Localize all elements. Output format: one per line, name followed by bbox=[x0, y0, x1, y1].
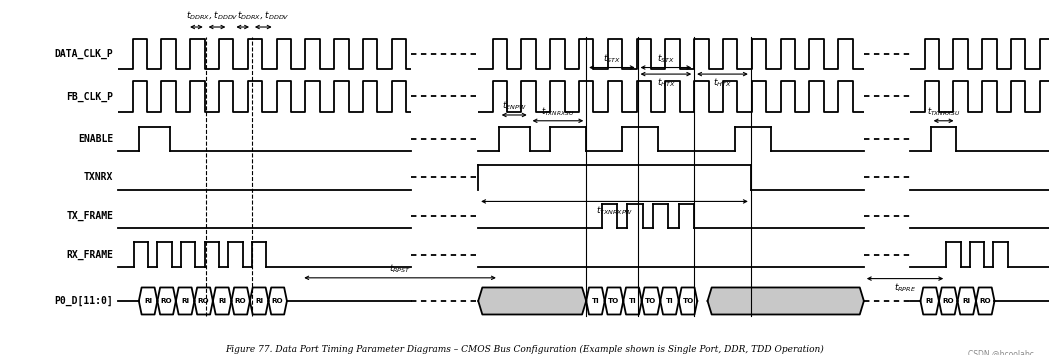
Text: $t_{TXNRXSU}$: $t_{TXNRXSU}$ bbox=[927, 105, 960, 118]
Text: RO: RO bbox=[235, 298, 247, 304]
Text: $t_{ENPW}$: $t_{ENPW}$ bbox=[502, 100, 527, 112]
Text: RI: RI bbox=[963, 298, 970, 304]
Text: RO: RO bbox=[942, 298, 954, 304]
Text: RO: RO bbox=[160, 298, 172, 304]
Text: RO: RO bbox=[272, 298, 283, 304]
Text: RX_FRAME: RX_FRAME bbox=[66, 250, 113, 260]
Text: TI: TI bbox=[628, 298, 637, 304]
Text: $t_{TXNRXSU}$: $t_{TXNRXSU}$ bbox=[541, 105, 575, 118]
Text: TI: TI bbox=[666, 298, 673, 304]
Text: $t_{HTX}$: $t_{HTX}$ bbox=[657, 77, 676, 89]
Text: RI: RI bbox=[181, 298, 189, 304]
Text: RO: RO bbox=[198, 298, 210, 304]
Text: $t_{DDRX}$, $t_{DDDV}$: $t_{DDRX}$, $t_{DDDV}$ bbox=[186, 9, 238, 21]
Text: RI: RI bbox=[218, 298, 227, 304]
Polygon shape bbox=[478, 288, 586, 315]
Polygon shape bbox=[708, 288, 864, 315]
Text: $t_{STX}$: $t_{STX}$ bbox=[603, 52, 621, 65]
Text: $t_{DDRX}$, $t_{DDDV}$: $t_{DDRX}$, $t_{DDDV}$ bbox=[237, 9, 290, 21]
Text: TO: TO bbox=[645, 298, 657, 304]
Text: P0_D[11:0]: P0_D[11:0] bbox=[55, 296, 113, 306]
Text: TI: TI bbox=[592, 298, 599, 304]
Text: DATA_CLK_P: DATA_CLK_P bbox=[55, 49, 113, 59]
Text: TX_FRAME: TX_FRAME bbox=[66, 211, 113, 221]
Text: ENABLE: ENABLE bbox=[78, 134, 113, 144]
Text: CSDN @hcoolabc: CSDN @hcoolabc bbox=[967, 349, 1033, 355]
Text: TO: TO bbox=[683, 298, 693, 304]
Text: $t_{HTX}$: $t_{HTX}$ bbox=[713, 77, 732, 89]
Text: RO: RO bbox=[980, 298, 991, 304]
Text: $t_{RPST}$: $t_{RPST}$ bbox=[389, 263, 411, 275]
Text: RI: RI bbox=[144, 298, 152, 304]
Text: $t_{RPRE}$: $t_{RPRE}$ bbox=[894, 281, 916, 294]
Text: TXNRX: TXNRX bbox=[84, 173, 113, 182]
Text: FB_CLK_P: FB_CLK_P bbox=[66, 91, 113, 102]
Text: RI: RI bbox=[255, 298, 263, 304]
Text: TO: TO bbox=[608, 298, 620, 304]
Text: $t_{TXNRXPW}$: $t_{TXNRXPW}$ bbox=[596, 204, 634, 217]
Text: $t_{STX}$: $t_{STX}$ bbox=[657, 52, 675, 65]
Text: Figure 77. Data Port Timing Parameter Diagrams – CMOS Bus Configuration (Example: Figure 77. Data Port Timing Parameter Di… bbox=[226, 345, 823, 355]
Text: RI: RI bbox=[925, 298, 934, 304]
